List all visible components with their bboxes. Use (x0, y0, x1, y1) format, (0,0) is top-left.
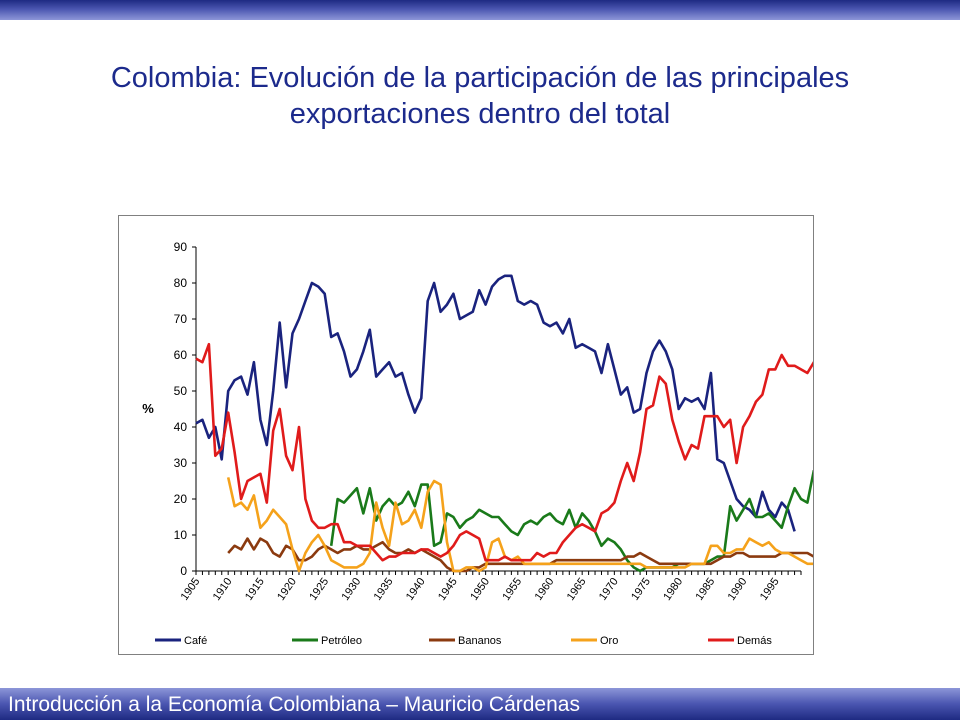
series-line (329, 469, 813, 573)
x-tick-label: 1985 (693, 576, 717, 603)
y-tick-label: 30 (174, 456, 188, 470)
y-tick-label: 20 (174, 492, 188, 506)
y-tick-label: 40 (174, 420, 188, 434)
top-decorative-bar (0, 0, 960, 20)
x-tick-label: 1975 (629, 576, 653, 603)
x-tick-label: 1945 (436, 576, 460, 603)
y-tick-label: 50 (174, 384, 188, 398)
y-axis-label: % (142, 401, 154, 416)
legend-label: Demás (737, 635, 772, 647)
x-tick-label: 1970 (597, 576, 621, 603)
x-tick-label: 1955 (500, 576, 524, 603)
x-tick-label: 1950 (468, 576, 492, 603)
x-tick-label: 1940 (404, 576, 428, 603)
legend-label: Petróleo (321, 635, 362, 647)
x-tick-label: 1930 (339, 576, 363, 603)
x-tick-label: 1995 (758, 576, 782, 603)
x-tick-label: 1910 (211, 576, 235, 603)
legend-label: Café (184, 635, 207, 647)
series-line (226, 477, 813, 573)
x-tick-label: 1905 (179, 576, 203, 603)
y-tick-label: 70 (174, 312, 188, 326)
legend-label: Oro (600, 635, 618, 647)
y-tick-label: 10 (174, 528, 188, 542)
x-tick-label: 1915 (243, 576, 267, 603)
y-tick-label: 60 (174, 348, 188, 362)
slide-title: Colombia: Evolución de la participación … (40, 60, 920, 132)
footer-text: Introducción a la Economía Colombiana – … (8, 693, 580, 716)
x-tick-label: 1980 (661, 576, 685, 603)
series-line (195, 342, 813, 562)
legend-label: Bananos (458, 635, 502, 647)
y-tick-label: 0 (180, 564, 187, 578)
series-line (195, 274, 796, 532)
x-tick-label: 1920 (275, 576, 299, 603)
x-tick-label: 1925 (307, 576, 331, 603)
line-chart: 0 10 20 30 40 50 60 70 80 90% 1905 1910 1915 1920 1925… (142, 240, 813, 647)
chart-frame: 0 10 20 30 40 50 60 70 80 90% 1905 1910 1915 1920 1925… (118, 215, 814, 655)
bottom-decorative-bar (0, 688, 960, 720)
title-line-1: Colombia: Evolución de la participación … (110, 62, 850, 94)
y-tick-label: 90 (174, 240, 188, 254)
y-tick-label: 80 (174, 276, 188, 290)
x-tick-label: 1990 (726, 576, 750, 603)
title-line-2: exportaciones dentro del total (289, 98, 671, 130)
x-tick-label: 1935 (372, 576, 396, 603)
x-tick-label: 1960 (533, 576, 557, 603)
x-tick-label: 1965 (565, 576, 589, 603)
